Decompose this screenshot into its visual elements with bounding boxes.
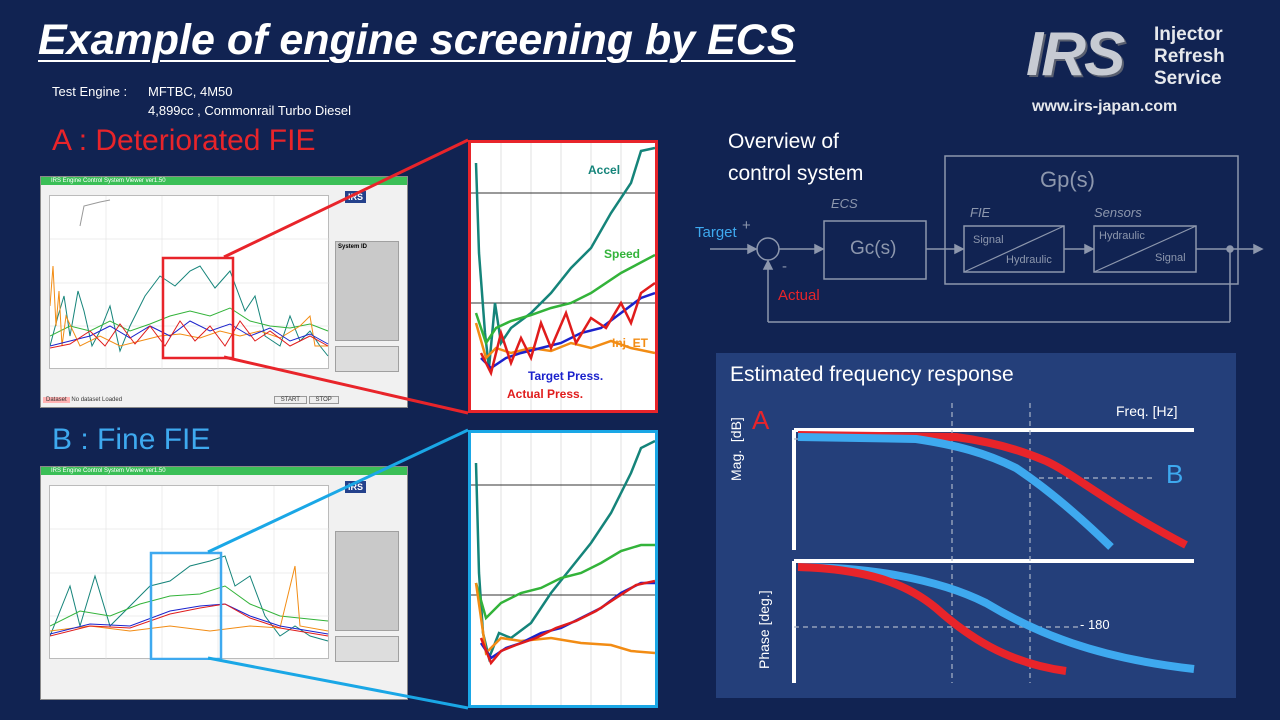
logo-line3: Service [1154, 68, 1222, 89]
trace-speed-b [49, 585, 329, 627]
summing-junction [756, 237, 780, 261]
zoom-a-actual [479, 281, 655, 377]
zoom-box-a [161, 256, 235, 360]
stop-button[interactable]: STOP [308, 396, 339, 404]
fie-label: FIE [970, 205, 991, 220]
fie-in: Signal [973, 234, 1004, 246]
mag-ylabel-text: Mag. [dB] [728, 417, 744, 481]
plus-sign: + [742, 217, 751, 234]
freq-xlabel: Freq. [Hz] [1116, 403, 1178, 419]
label-actual-press: Actual Press. [507, 387, 584, 401]
engine-info: Test Engine : MFTBC, 4M50 4,899cc , Commo… [52, 82, 351, 120]
freq-a-label: A [752, 405, 770, 435]
engine-model: MFTBC, 4M50 [148, 84, 233, 99]
mag-ylabel: Mag. [dB] [728, 401, 744, 481]
gp-label: Gp(s) [1040, 167, 1095, 192]
screenshot-a-sidebar: IRS System ID [335, 191, 401, 377]
screenshot-b: IRS Engine Control System Viewer ver1.50… [40, 466, 408, 700]
mag-curve-b [797, 433, 1114, 550]
sensor-out: Signal [1155, 252, 1186, 264]
ecs-label: ECS [831, 196, 858, 211]
logo-url: www.irs-japan.com [1032, 98, 1178, 115]
sensors-label: Sensors [1094, 205, 1142, 220]
gc-label: Gc(s) [850, 238, 897, 259]
screenshot-a-footer: Dataset No dataset Loaded START STOP [43, 396, 339, 404]
freq-title: Estimated frequency response [730, 363, 1014, 386]
dataset-value: No dataset Loaded [71, 397, 123, 403]
label-speed: Speed [604, 247, 641, 261]
trace-actual-b [49, 603, 329, 637]
control-title: Overview of control system [728, 126, 863, 190]
dataset-label: Dataset [43, 397, 70, 403]
trace-target-b [49, 603, 329, 635]
label-target-press: Target Press. [528, 369, 604, 383]
mag-curve-a [797, 431, 1188, 549]
page-title: Example of engine screening by ECS [38, 16, 796, 64]
minus-sign: - [782, 258, 787, 275]
section-b-title: B : Fine FIE [52, 423, 211, 456]
start-button[interactable]: START [273, 396, 307, 404]
gc-box [823, 220, 927, 280]
trace-accel-a [49, 265, 329, 357]
logo-text: Injector Refresh Service [1154, 24, 1225, 90]
screenshot-b-sidebar: IRS [335, 481, 401, 667]
zoom-panel-b [468, 430, 658, 708]
trace-target-a [49, 320, 329, 347]
screenshot-b-plot [49, 485, 330, 661]
phase-curve-a [797, 563, 1067, 675]
actual-label: Actual [778, 287, 820, 304]
zoom-b-actual [479, 579, 655, 666]
zoom-box-b [149, 551, 223, 661]
label-accel: Accel [588, 163, 621, 177]
irs-logo: IRS Injector Refresh Service www.irs-jap… [1022, 20, 1254, 124]
trace-inj-a [49, 265, 328, 347]
minus-180-label: - 180 [1080, 617, 1110, 632]
zoom-b-target [479, 581, 655, 660]
gp-box [944, 155, 1239, 285]
logo-line2: Refresh [1154, 46, 1225, 67]
status-panel-b [335, 531, 399, 631]
zoom-b-inj [474, 582, 655, 656]
engine-label: Test Engine : [52, 84, 128, 99]
zoom-panel-a: Accel Speed Inj. ET Target Press. Actual… [468, 140, 658, 413]
label-inj-et: Inj. ET [612, 336, 648, 350]
fie-out: Hydraulic [1006, 254, 1052, 266]
system-id-label: System ID [338, 244, 368, 250]
freq-panel: Estimated frequency response A B Freq. [… [716, 353, 1236, 698]
sensor-in: Hydraulic [1099, 230, 1145, 242]
logo-line1: Injector [1154, 24, 1223, 45]
trace-actual-a [49, 320, 329, 349]
target-label: Target [695, 224, 737, 241]
screenshot-a-plot [49, 195, 330, 370]
trace-speed-a [49, 307, 329, 337]
zoom-b-speed [474, 543, 655, 621]
settings-panel-b [335, 636, 399, 662]
control-title-line1: Overview of [728, 130, 839, 153]
control-title-line2: control system [728, 162, 864, 185]
screenshot-a: IRS Engine Control System Viewer ver1.50… [40, 176, 408, 408]
window-title-b: IRS Engine Control System Viewer ver1.50 [41, 467, 407, 475]
mini-logo: IRS [345, 191, 367, 203]
trace-state-a [79, 199, 111, 227]
zoom-a-speed [474, 253, 655, 346]
freq-b-label: B [1166, 459, 1184, 489]
logo-mark: IRS [1026, 20, 1125, 89]
window-title: IRS Engine Control System Viewer ver1.50 [41, 177, 407, 185]
trace-accel-b [49, 555, 329, 642]
control-diagram [710, 155, 1264, 323]
settings-panel [335, 346, 399, 372]
freq-plot [792, 403, 1195, 683]
trace-inj-b [49, 565, 329, 632]
phase-ylabel: Phase [deg.] [756, 590, 772, 669]
section-a-title: A : Deteriorated FIE [52, 124, 316, 157]
status-panel: System ID [335, 241, 399, 341]
zoom-a-target [480, 291, 655, 370]
engine-spec: 4,899cc , Commonrail Turbo Diesel [148, 103, 352, 118]
